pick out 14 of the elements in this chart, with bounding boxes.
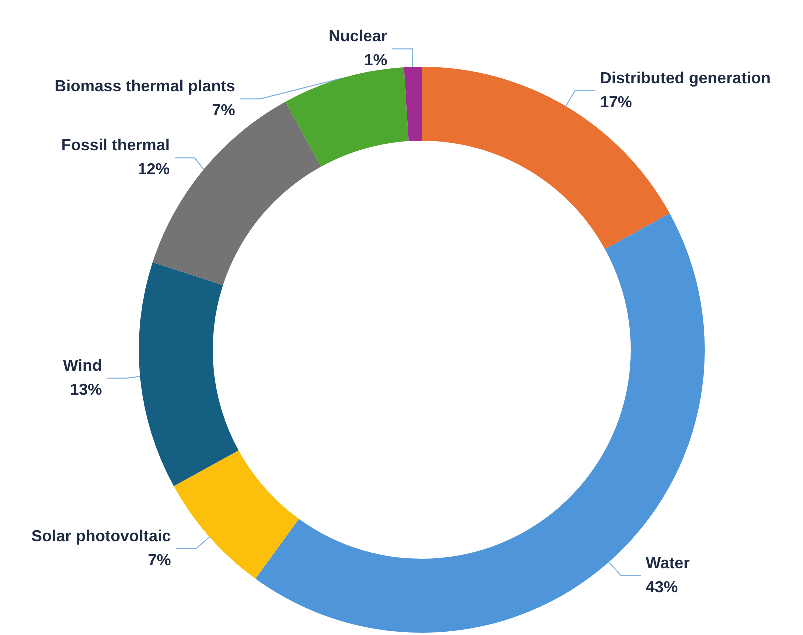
slice-label: Wind (63, 358, 102, 375)
slice-label: Water (646, 555, 690, 572)
data-label: 43% (646, 579, 678, 596)
data-label: 13% (70, 382, 102, 399)
slice-label: Fossil thermal (61, 138, 170, 155)
slice-label: Biomass thermal plants (54, 78, 236, 96)
data-label: 12% (138, 162, 170, 179)
slice-label: Distributed generation (600, 70, 771, 88)
data-label: 7% (148, 552, 172, 570)
data-label: 17% (600, 94, 632, 112)
data-label: 1% (364, 52, 388, 70)
data-label: 7% (212, 102, 236, 120)
slice-label: Nuclear (328, 28, 388, 46)
slice-label: Solar photovoltaic (32, 528, 172, 546)
